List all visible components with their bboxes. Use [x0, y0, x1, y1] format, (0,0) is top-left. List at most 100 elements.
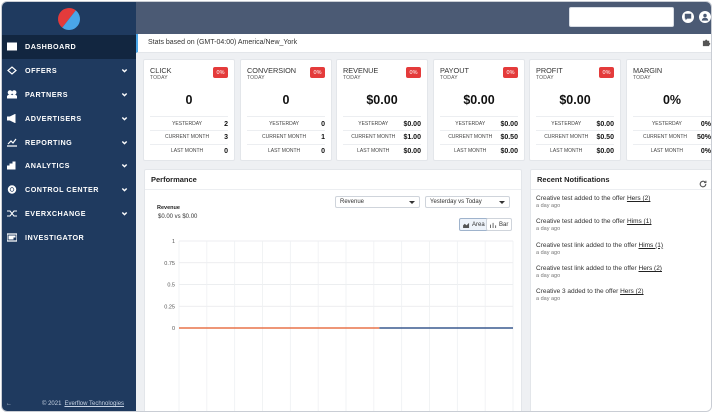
notification-text: Creative test added to the offer [536, 218, 627, 226]
sidebar-item-reporting[interactable]: REPORTING [2, 130, 136, 154]
card-row-value: 2 [224, 121, 228, 128]
notification-item: Creative test link added to the offer He… [536, 265, 711, 279]
card-row-value: 0% [700, 148, 711, 155]
user-icon[interactable] [699, 11, 711, 23]
card-value: $0.00 [559, 93, 591, 107]
offer-link[interactable]: Hims (1) [626, 218, 652, 226]
sidebar-item-label: ADVERTISERS [25, 113, 82, 123]
search-input[interactable] [569, 7, 674, 27]
change-badge: 0% [406, 67, 421, 78]
offers-icon [6, 66, 18, 75]
notification-item: Creative test link added to the offer Hi… [536, 242, 711, 256]
card-value: $0.00 [463, 93, 495, 107]
card-row: YESTERDAY $0.00 [343, 121, 421, 128]
card-row-label: CURRENT MONTH [165, 134, 210, 140]
card-period: TODAY [440, 75, 458, 81]
card-row: CURRENT MONTH 3 [150, 134, 228, 141]
collapse-arrow-icon[interactable]: ← [6, 401, 12, 407]
notifications-panel: Recent Notifications Creative test added… [530, 169, 711, 411]
card-row-label: CURRENT MONTH [351, 134, 396, 140]
card-row-label: LAST MONTH [170, 148, 204, 154]
sidebar-item-partners[interactable]: PARTNERS [2, 83, 136, 107]
card-period: TODAY [536, 75, 554, 81]
offer-link[interactable]: Hims (1) [638, 241, 664, 249]
card-row-label: YESTERDAY [455, 121, 486, 127]
change-badge: 0% [503, 67, 518, 78]
offer-link[interactable]: Hers (2) [626, 195, 651, 202]
card-row: LAST MONTH 0 [247, 148, 325, 155]
card-row-label: LAST MONTH [267, 148, 301, 154]
company-link[interactable]: Everflow Technologies [64, 401, 125, 407]
bar-toggle-label: Bar [499, 221, 509, 228]
analytics-icon [6, 161, 18, 170]
stat-card-revenue: REVENUE TODAY 0% $0.00 YESTERDAY $0.00 CURRENT… [336, 59, 428, 161]
notification-item: Creative test added to the offer Hers (2… [536, 195, 711, 209]
card-value: $0.00 [366, 93, 398, 107]
card-row: LAST MONTH $0.00 [536, 148, 614, 155]
card-row: YESTERDAY 0% [633, 121, 711, 128]
refresh-icon[interactable] [699, 175, 707, 188]
top-bar [136, 2, 711, 34]
card-title: CLICK [150, 66, 172, 75]
card-row: CURRENT MONTH $0.50 [536, 134, 614, 141]
metric-select[interactable]: Revenue [335, 196, 420, 208]
card-title: PROFIT [536, 66, 563, 75]
reporting-icon [6, 138, 18, 147]
sidebar-item-everxchange[interactable]: EVERXCHANGE [2, 202, 136, 226]
notification-time: a day ago [536, 272, 561, 279]
chart-subtitle: $0.00 vs $0.00 [158, 214, 198, 220]
card-row-label: YESTERDAY [358, 121, 389, 127]
sidebar-item-label: INVESTIGATOR [25, 232, 85, 242]
revenue-chart: 1 0.75 0.5 0.25 0 [164, 239, 514, 411]
card-row-label: LAST MONTH [550, 148, 583, 154]
performance-panel: Performance Revenue Yesterday vs Today R… [144, 169, 522, 411]
card-period: TODAY [247, 75, 265, 81]
card-row: YESTERDAY $0.00 [440, 121, 518, 128]
card-row-label: CURRENT MONTH [448, 134, 493, 140]
offer-link[interactable]: Hers (2) [638, 264, 662, 272]
card-title: MARGIN [633, 66, 663, 75]
card-row: CURRENT MONTH 50% [633, 134, 711, 141]
compare-select[interactable]: Yesterday vs Today [425, 196, 510, 208]
offer-link[interactable]: Hers (2) [620, 288, 644, 296]
notifications-title: Recent Notifications [537, 175, 610, 184]
chat-icon[interactable] [682, 11, 694, 23]
sidebar-item-advertisers[interactable]: ADVERTISERS [2, 106, 136, 130]
card-value: 0% [662, 93, 682, 107]
notification-text: Creative test link added to the offer [536, 264, 639, 272]
logo[interactable] [2, 2, 136, 35]
card-row: CURRENT MONTH $0.50 [440, 134, 518, 141]
sidebar-item-offers[interactable]: OFFERS [2, 59, 136, 83]
sidebar-item-dashboard[interactable]: DASHBOARD [2, 35, 136, 59]
change-badge: 0% [213, 67, 228, 78]
card-row-label: YESTERDAY [651, 121, 682, 127]
puzzle-icon[interactable] [702, 38, 711, 47]
card-row-label: CURRENT MONTH [642, 134, 688, 140]
card-period: TODAY [150, 75, 168, 81]
stats-timezone-text: Stats based on (GMT-04:00) America/New_Y… [148, 39, 298, 46]
chevron-down-icon [121, 186, 128, 193]
card-row-value: $0.00 [596, 148, 614, 155]
card-row-value: $0.00 [403, 148, 421, 155]
chevron-down-icon [409, 201, 415, 204]
y-tick-label: 0.25 [164, 304, 175, 310]
everflow-logo-icon [53, 3, 85, 34]
card-row: LAST MONTH $0.00 [440, 148, 518, 155]
area-toggle-button[interactable]: Area [459, 218, 489, 231]
sidebar-item-analytics[interactable]: ANALYTICS [2, 154, 136, 178]
card-title: PAYOUT [440, 66, 469, 75]
card-row-label: LAST MONTH [357, 148, 390, 154]
stat-card-click: CLICK TODAY 0% 0 YESTERDAY 2 CURRENT MONTH 3 LAS… [143, 59, 235, 161]
sidebar-item-label: DASHBOARD [25, 42, 77, 52]
bar-toggle-button[interactable]: Bar [486, 218, 513, 231]
sidebar-item-label: OFFERS [25, 66, 58, 76]
sidebar-item-label: EVERXCHANGE [25, 208, 87, 218]
sidebar-item-investigator[interactable]: INVESTIGATOR [2, 225, 136, 249]
card-row: YESTERDAY 2 [150, 121, 228, 128]
dashboard-icon [6, 42, 18, 51]
copyright-text: © 2021 [42, 401, 62, 407]
sidebar-item-control-center[interactable]: CONTROL CENTER [2, 178, 136, 202]
notification-time: a day ago [536, 226, 561, 233]
chart-title: Revenue [157, 205, 180, 211]
notification-time: a day ago [536, 249, 561, 256]
